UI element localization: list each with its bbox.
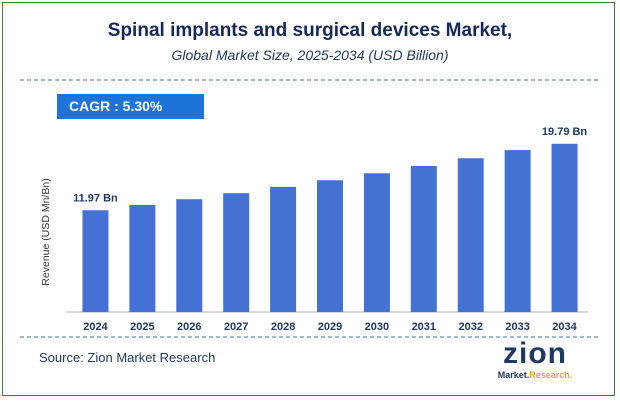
x-tick-label-2027: 2027 xyxy=(224,321,248,333)
logo-sub-accent: Research. xyxy=(529,370,573,380)
bar-2030 xyxy=(363,173,390,312)
bar-2029 xyxy=(317,180,343,312)
bar-2031 xyxy=(410,165,437,312)
y-axis-label: Revenue (USD Mn/Bn) xyxy=(40,178,52,285)
data-label-2024: 11.97 Bn xyxy=(73,192,118,204)
bar-2025 xyxy=(129,204,156,312)
x-tick-label-2024: 2024 xyxy=(83,321,108,333)
bar-2032 xyxy=(457,158,484,312)
bar-2024 xyxy=(82,210,109,312)
bar-2034 xyxy=(551,143,578,312)
logo-subtext: Market.Research. xyxy=(489,370,581,380)
x-tick-label-2032: 2032 xyxy=(458,321,482,333)
cagr-badge: CAGR : 5.30% xyxy=(57,94,204,119)
logo-sub-main: Market. xyxy=(497,370,530,380)
bar-2026 xyxy=(176,199,203,312)
x-tick-label-2025: 2025 xyxy=(130,321,154,333)
chart-title: Spinal implants and surgical devices Mar… xyxy=(107,20,513,41)
x-tick-label-2030: 2030 xyxy=(365,321,389,333)
zion-logo: zion Market.Research. xyxy=(489,337,581,387)
x-tick-label-2029: 2029 xyxy=(318,321,342,333)
x-tick-label-2034: 2034 xyxy=(552,321,577,333)
chart-subtitle: Global Market Size, 2025-2034 (USD Billi… xyxy=(171,47,449,63)
data-label-2034: 19.79 Bn xyxy=(542,126,588,138)
x-tick-label-2026: 2026 xyxy=(177,321,201,333)
x-tick-label-2028: 2028 xyxy=(271,321,295,333)
bar-2033 xyxy=(504,150,531,312)
x-tick-label-2031: 2031 xyxy=(412,321,436,333)
bar-2027 xyxy=(223,193,250,312)
source-note: Source: Zion Market Research xyxy=(39,350,216,365)
x-tick-label-2033: 2033 xyxy=(505,321,529,333)
logo-word: zion xyxy=(503,337,567,370)
bar-2028 xyxy=(270,186,297,312)
